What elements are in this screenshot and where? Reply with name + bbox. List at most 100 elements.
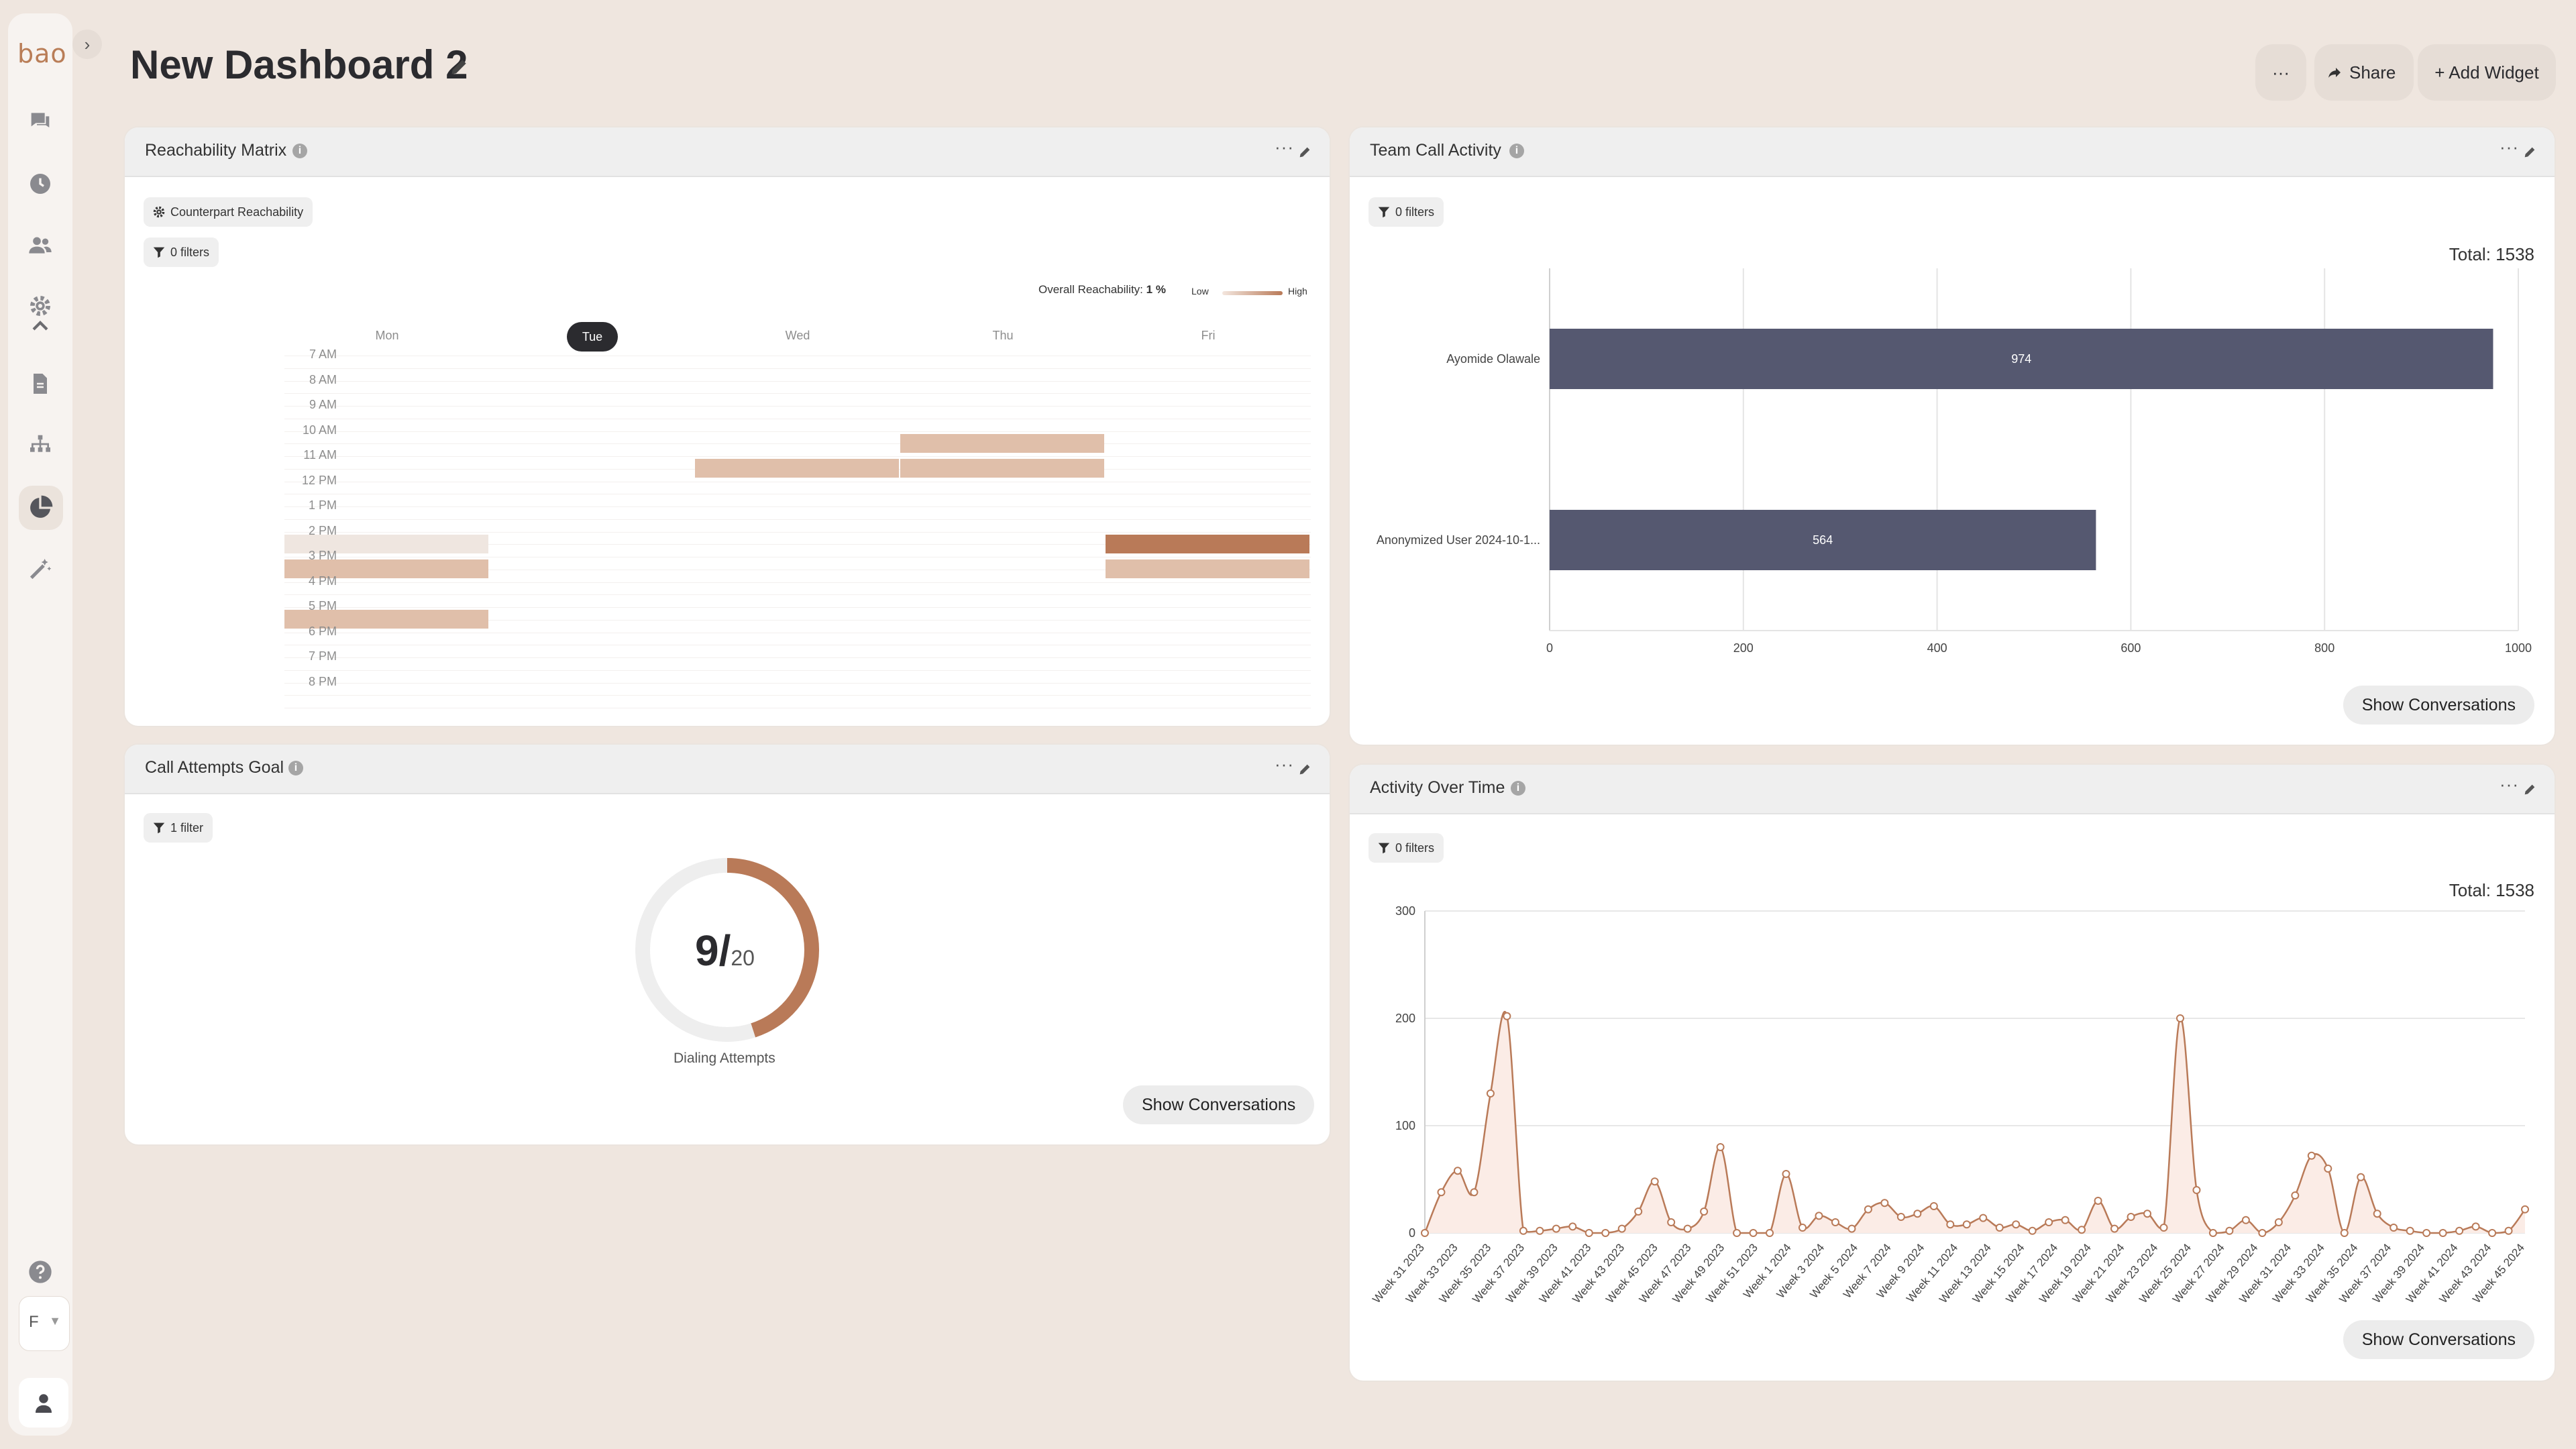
heatmap-cell[interactable] (1106, 535, 1309, 553)
heatmap-day-fri[interactable]: Fri (1188, 329, 1228, 343)
heatmap-cell[interactable] (900, 434, 1104, 453)
user-menu[interactable] (19, 1378, 68, 1428)
edit-widget-icon[interactable] (1297, 145, 1312, 160)
heatmap-day-wed[interactable]: Wed (777, 329, 818, 343)
bao-logo[interactable]: bao (17, 39, 64, 68)
info-icon[interactable]: i (292, 144, 307, 158)
data-point[interactable] (2062, 1217, 2069, 1224)
documents-icon[interactable] (27, 370, 54, 397)
data-point[interactable] (2407, 1228, 2414, 1234)
data-point[interactable] (2308, 1152, 2315, 1159)
data-point[interactable] (2012, 1221, 2019, 1228)
data-point[interactable] (2259, 1230, 2265, 1236)
data-point[interactable] (2177, 1015, 2184, 1022)
data-point[interactable] (1931, 1203, 1937, 1210)
data-point[interactable] (2473, 1223, 2479, 1230)
more-options-button[interactable]: ··· (2255, 44, 2306, 101)
data-point[interactable] (2243, 1217, 2249, 1224)
data-point[interactable] (2390, 1224, 2397, 1231)
data-point[interactable] (2111, 1226, 2118, 1232)
data-point[interactable] (2095, 1197, 2102, 1204)
data-point[interactable] (2045, 1219, 2052, 1226)
expand-sidebar-button[interactable]: › (72, 30, 102, 59)
filters-chip[interactable]: 0 filters (1368, 197, 1444, 227)
conversations-icon[interactable] (27, 107, 54, 134)
data-point[interactable] (2193, 1187, 2200, 1193)
data-point[interactable] (2226, 1228, 2233, 1234)
data-point[interactable] (2374, 1210, 2381, 1217)
data-point[interactable] (1438, 1189, 1444, 1195)
data-point[interactable] (2423, 1230, 2430, 1236)
widget-menu-icon[interactable]: ··· (2500, 137, 2519, 158)
add-widget-button[interactable]: + Add Widget (2418, 44, 2556, 101)
data-point[interactable] (1454, 1167, 1461, 1174)
data-point[interactable] (1536, 1228, 1543, 1234)
data-point[interactable] (1980, 1215, 1986, 1222)
data-point[interactable] (1668, 1219, 1674, 1226)
share-button[interactable]: Share (2314, 44, 2414, 101)
data-point[interactable] (1421, 1230, 1428, 1236)
tools-icon[interactable] (27, 555, 54, 582)
data-point[interactable] (1914, 1210, 1921, 1217)
data-point[interactable] (1684, 1226, 1691, 1232)
data-point[interactable] (1996, 1224, 2003, 1231)
heatmap-day-thu[interactable]: Thu (983, 329, 1023, 343)
data-point[interactable] (1619, 1226, 1625, 1232)
data-point[interactable] (1947, 1221, 1953, 1228)
data-point[interactable] (2275, 1219, 2282, 1226)
heatmap-cell[interactable] (900, 459, 1104, 478)
info-icon[interactable]: i (288, 761, 303, 775)
data-point[interactable] (1520, 1228, 1527, 1234)
heatmap-cell[interactable] (1106, 559, 1309, 578)
info-icon[interactable]: i (1511, 781, 1525, 796)
history-icon[interactable] (27, 170, 54, 197)
data-point[interactable] (1832, 1219, 1839, 1226)
data-point[interactable] (1964, 1221, 1970, 1228)
data-point[interactable] (1815, 1212, 1822, 1219)
settings-icon[interactable] (27, 292, 54, 319)
data-point[interactable] (1652, 1178, 1658, 1185)
filters-chip[interactable]: 1 filter (144, 813, 213, 843)
filters-chip[interactable]: 0 filters (144, 237, 219, 267)
data-point[interactable] (2144, 1210, 2151, 1217)
data-point[interactable] (1717, 1144, 1724, 1150)
data-point[interactable] (1799, 1224, 1806, 1231)
data-point[interactable] (1701, 1208, 1707, 1215)
edit-title-icon[interactable] (448, 56, 470, 78)
show-conversations-button[interactable]: Show Conversations (1123, 1085, 1314, 1124)
data-point[interactable] (2440, 1230, 2447, 1236)
widget-menu-icon[interactable]: ··· (1275, 137, 1294, 158)
data-point[interactable] (1553, 1226, 1560, 1232)
heatmap-day-mon[interactable]: Mon (367, 329, 407, 343)
data-point[interactable] (1586, 1230, 1593, 1236)
data-point[interactable] (1470, 1189, 1477, 1195)
data-point[interactable] (2324, 1165, 2331, 1172)
data-point[interactable] (2522, 1206, 2528, 1213)
heatmap-day-tue[interactable]: Tue (567, 322, 618, 352)
data-point[interactable] (1865, 1206, 1872, 1213)
data-point[interactable] (1766, 1230, 1773, 1236)
filters-chip[interactable]: 0 filters (1368, 833, 1444, 863)
data-point[interactable] (1569, 1223, 1576, 1230)
data-point[interactable] (1783, 1171, 1790, 1177)
show-conversations-button[interactable]: Show Conversations (2343, 1320, 2534, 1359)
data-point[interactable] (2292, 1192, 2298, 1199)
widget-menu-icon[interactable]: ··· (1275, 754, 1294, 775)
data-point[interactable] (1635, 1208, 1642, 1215)
data-point[interactable] (1602, 1230, 1609, 1236)
data-point[interactable] (1750, 1230, 1757, 1236)
data-point[interactable] (2128, 1214, 2135, 1220)
data-point[interactable] (2456, 1228, 2463, 1234)
data-point[interactable] (2489, 1230, 2496, 1236)
data-point[interactable] (1898, 1214, 1904, 1220)
team-icon[interactable] (27, 232, 54, 259)
org-chart-icon[interactable] (27, 431, 54, 458)
data-point[interactable] (2357, 1174, 2364, 1181)
data-point[interactable] (2029, 1228, 2036, 1234)
data-point[interactable] (1881, 1199, 1888, 1206)
show-conversations-button[interactable]: Show Conversations (2343, 686, 2534, 724)
data-point[interactable] (1487, 1090, 1494, 1097)
heatmap-cell[interactable] (695, 459, 899, 478)
dashboards-icon[interactable] (27, 494, 54, 521)
data-point[interactable] (1848, 1226, 1855, 1232)
